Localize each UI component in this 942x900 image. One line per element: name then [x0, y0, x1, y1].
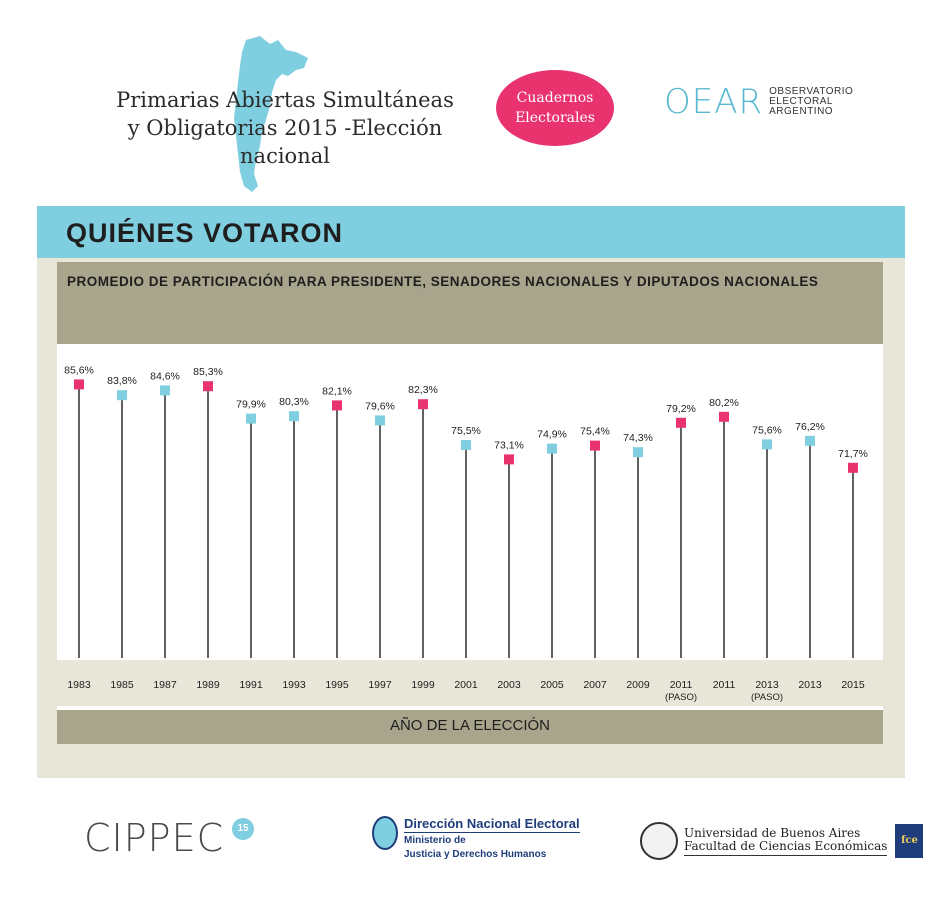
- data-point-18: [848, 462, 858, 473]
- x-tick-label-17: 2013: [798, 679, 822, 691]
- oear-text: OBSERVATORIO ELECTORAL ARGENTINO: [769, 87, 853, 117]
- footer: CIPPEC 15 Dirección Nacional Electoral M…: [0, 800, 942, 900]
- x-tick-label-9: 2001: [454, 679, 478, 691]
- x-tick-label-14: 2011: [670, 679, 693, 691]
- x-tick-label-18: 2015: [841, 679, 865, 691]
- cuadernos-badge: Cuadernos Electorales: [496, 70, 614, 146]
- dne-text: Dirección Nacional Electoral Ministerio …: [404, 816, 580, 861]
- data-point-11: [547, 443, 557, 454]
- oear-logo: OEAR OBSERVATORIO ELECTORAL ARGENTINO: [664, 82, 853, 122]
- data-label-10: 73,1%: [494, 439, 524, 451]
- data-point-7: [375, 415, 385, 426]
- x-tick-label-12: 2007: [583, 679, 607, 691]
- dne-sub-1: Ministerio de: [404, 835, 466, 846]
- x-tick-label-7: 1997: [368, 679, 392, 691]
- badge-line-1: Cuadernos: [516, 90, 594, 106]
- lollipop-chart: 85,6% 1983 83,8% 1985 84,6% 1987 85,3% 1989 79,9…: [64, 364, 868, 703]
- x-tick-label-16-sub: (PASO): [751, 692, 783, 703]
- data-point-16: [762, 439, 772, 450]
- title-line-1: Primarias Abiertas Simultáneas: [116, 88, 454, 112]
- data-label-2: 84,6%: [150, 370, 180, 382]
- uba-line-2: Facultad de Ciencias Económicas: [684, 838, 888, 853]
- x-tick-label-15: 2011: [713, 679, 736, 691]
- x-tick-label-4: 1991: [239, 679, 263, 691]
- uba-logo: Universidad de Buenos Aires Facultad de …: [640, 822, 924, 860]
- x-axis-band: [57, 660, 883, 706]
- dne-title: Dirección Nacional Electoral: [404, 816, 580, 833]
- oear-mark: OEAR: [664, 82, 764, 122]
- data-label-8: 82,3%: [408, 384, 438, 396]
- x-tick-label-16: 2013: [755, 679, 779, 691]
- data-point-9: [461, 440, 471, 450]
- chart-card: PROMEDIO DE PARTICIPACIÓN PARA PRESIDENT…: [57, 262, 883, 744]
- x-tick-label-13: 2009: [626, 679, 650, 691]
- x-tick-label-11: 2005: [540, 679, 564, 691]
- oear-line-1: OBSERVATORIO: [769, 86, 854, 97]
- section-title: QUIÉNES VOTARON: [66, 218, 344, 248]
- data-point-3: [203, 381, 213, 392]
- data-label-1: 83,8%: [107, 375, 137, 387]
- x-tick-label-8: 1999: [411, 679, 435, 691]
- chart-title: PROMEDIO DE PARTICIPACIÓN PARA PRESIDENT…: [67, 274, 819, 289]
- data-point-14: [676, 417, 686, 428]
- x-tick-label-0: 1983: [67, 679, 91, 691]
- data-point-15: [719, 411, 729, 422]
- fce-logo: fce: [895, 824, 924, 858]
- data-point-4: [246, 413, 256, 424]
- dne-logo: Dirección Nacional Electoral Ministerio …: [372, 816, 580, 861]
- title-line-2: y Obligatorias 2015 -Elección nacional: [127, 116, 443, 168]
- argentina-seal-icon: [372, 816, 398, 850]
- header: Primarias Abiertas Simultáneas y Obligat…: [0, 0, 942, 200]
- data-point-10: [504, 454, 514, 465]
- x-tick-label-1: 1985: [110, 679, 134, 691]
- data-point-0: [74, 379, 84, 390]
- data-label-16: 75,6%: [752, 424, 782, 436]
- data-point-12: [590, 440, 600, 451]
- uba-text: Universidad de Buenos Aires Facultad de …: [684, 825, 888, 856]
- x-tick-label-3: 1989: [196, 679, 220, 691]
- oear-line-3: ARGENTINO: [769, 106, 834, 117]
- data-label-12: 75,4%: [580, 426, 610, 438]
- x-axis-label: AÑO DE LA ELECCIÓN: [389, 717, 551, 734]
- page-title: Primarias Abiertas Simultáneas y Obligat…: [80, 86, 490, 170]
- x-tick-label-2: 1987: [153, 679, 177, 691]
- data-label-18: 71,7%: [838, 448, 868, 460]
- data-label-11: 74,9%: [537, 429, 567, 441]
- data-point-2: [160, 385, 170, 396]
- data-point-6: [332, 400, 342, 411]
- x-axis-label-bar: AÑO DE LA ELECCIÓN: [57, 710, 883, 744]
- data-point-8: [418, 399, 428, 410]
- data-label-9: 75,5%: [451, 425, 481, 437]
- chart-title-bar: PROMEDIO DE PARTICIPACIÓN PARA PRESIDENT…: [57, 262, 883, 344]
- data-label-7: 79,6%: [365, 400, 395, 412]
- data-label-0: 85,6%: [64, 364, 94, 376]
- data-label-17: 76,2%: [795, 421, 825, 433]
- uba-line-1: Universidad de Buenos Aires: [684, 825, 861, 840]
- data-label-5: 80,3%: [279, 396, 309, 408]
- x-tick-label-6: 1995: [325, 679, 349, 691]
- argentina-map-icon: [234, 36, 308, 192]
- x-tick-label-5: 1993: [282, 679, 306, 691]
- oear-line-2: ELECTORAL: [769, 96, 833, 107]
- data-label-15: 80,2%: [709, 397, 739, 409]
- data-label-13: 74,3%: [623, 432, 653, 444]
- chart-panel: QUIÉNES VOTARON PROMEDIO DE PARTICIPACIÓ…: [37, 206, 905, 778]
- data-label-14: 79,2%: [666, 403, 696, 415]
- data-point-5: [289, 411, 299, 422]
- data-label-3: 85,3%: [193, 366, 223, 378]
- cippec-logo: CIPPEC: [84, 816, 225, 860]
- x-tick-label-10: 2003: [497, 679, 521, 691]
- section-banner: QUIÉNES VOTARON: [37, 206, 905, 258]
- badge-line-2: Electorales: [515, 110, 595, 126]
- dne-sub-2: Justicia y Derechos Humanos: [404, 849, 547, 860]
- x-tick-label-14-sub: (PASO): [665, 692, 697, 703]
- data-label-6: 82,1%: [322, 385, 352, 397]
- data-point-13: [633, 447, 643, 458]
- data-point-1: [117, 390, 127, 401]
- cippec-anniversary-badge: 15: [232, 818, 254, 840]
- data-label-4: 79,9%: [236, 399, 266, 411]
- uba-seal-icon: [640, 822, 678, 860]
- data-point-17: [805, 435, 815, 446]
